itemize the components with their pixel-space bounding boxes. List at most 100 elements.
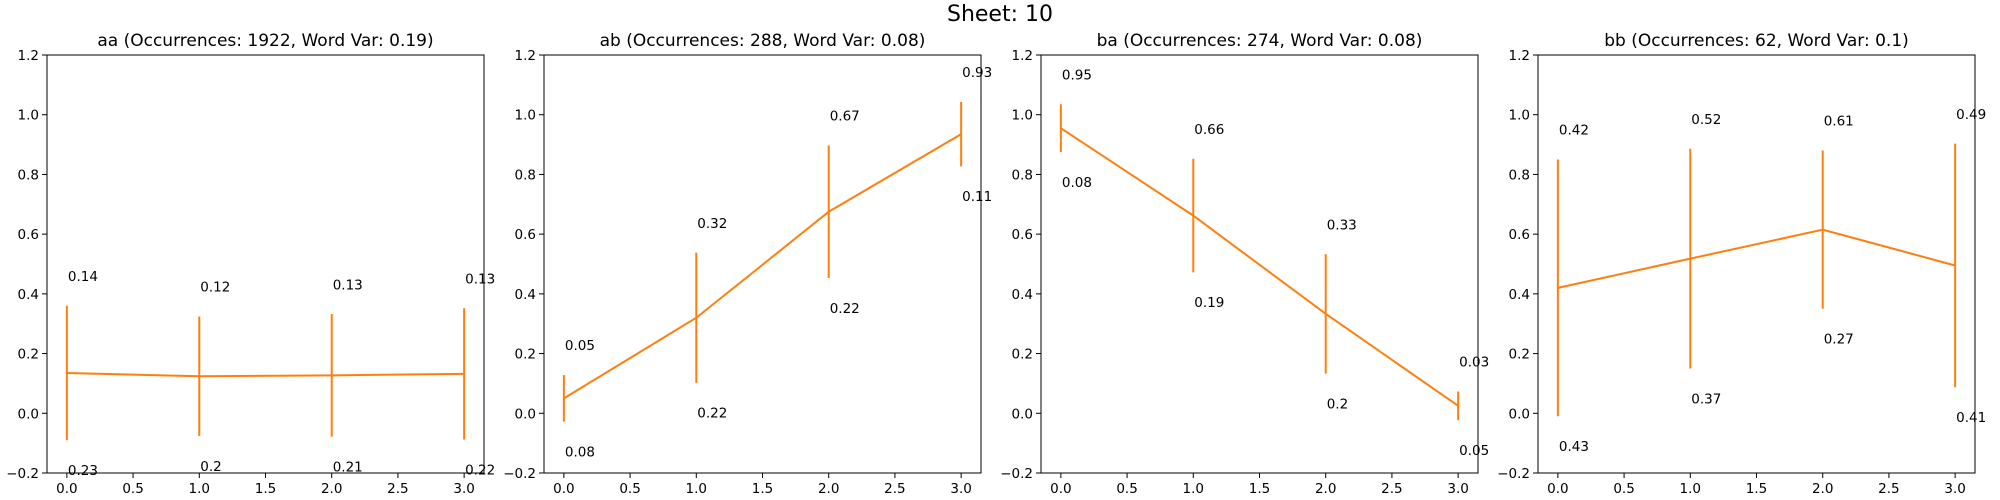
x-tick-label: 1.5 [255,481,276,497]
x-tick-label: 1.0 [1183,481,1204,497]
lower-value-label: 0.22 [830,301,860,317]
y-tick-label: −0.2 [1497,466,1530,482]
axes-frame [1040,54,1479,474]
upper-value-label: 0.33 [1327,217,1357,233]
x-tick-label: 3.0 [453,481,474,497]
lower-value-label: 0.27 [1824,332,1854,348]
axes-frame [46,54,485,474]
y-tick-label: 0.8 [1012,167,1033,183]
lower-value-label: 0.08 [565,445,595,461]
y-tick-label: 0.4 [1509,287,1530,303]
y-tick-label: 1.0 [1012,108,1033,124]
upper-value-label: 0.13 [465,271,495,287]
y-tick-label: −0.2 [503,466,536,482]
x-tick-label: 1.5 [1746,481,1767,497]
subplot-2: ab (Occurrences: 288, Word Var: 0.08) 0.0… [503,31,992,497]
lower-value-label: 0.2 [200,459,221,475]
x-tick-label: 0.0 [56,481,77,497]
upper-value-label: 0.13 [333,277,363,293]
y-tick-label: 0.2 [1012,347,1033,363]
y-tick-label: 1.2 [1509,48,1530,64]
y-tick-label: 0.8 [18,167,39,183]
y-tick-label: 0.4 [515,287,536,303]
lower-value-label: 0.22 [697,406,727,422]
y-tick-label: 0.8 [515,167,536,183]
series-line [563,133,962,400]
x-tick-label: 0.0 [1050,481,1071,497]
lower-value-label: 0.08 [1062,175,1092,191]
upper-value-label: 0.95 [1062,67,1092,83]
x-tick-label: 3.0 [1447,481,1468,497]
subplot-3: ba (Occurrences: 274, Word Var: 0.08) 0.0… [1000,31,1489,497]
x-tick-label: 0.0 [553,481,574,497]
y-tick-label: 0.4 [18,287,39,303]
lower-value-label: 0.41 [1956,410,1986,426]
lower-value-label: 0.19 [1194,295,1224,311]
lower-value-label: 0.23 [68,463,98,479]
axes-frame [1537,54,1976,474]
x-tick-label: 2.5 [1878,481,1899,497]
x-tick-label: 2.5 [1381,481,1402,497]
upper-value-label: 0.93 [962,65,992,81]
figure-suptitle: Sheet: 10 [947,2,1053,27]
lower-value-label: 0.37 [1691,391,1721,407]
y-tick-label: 0.6 [1509,227,1530,243]
upper-value-label: 0.61 [1824,114,1854,130]
x-tick-label: 1.5 [752,481,773,497]
x-tick-label: 3.0 [950,481,971,497]
y-tick-label: −0.2 [6,466,39,482]
x-tick-label: 0.5 [619,481,640,497]
x-tick-label: 0.5 [1613,481,1634,497]
upper-value-label: 0.14 [68,269,98,285]
y-tick-label: 0.2 [515,347,536,363]
subplot-title: ba (Occurrences: 274, Word Var: 0.08) [1097,31,1423,51]
y-tick-label: 1.2 [515,48,536,64]
x-tick-label: 1.0 [189,481,210,497]
lower-value-label: 0.21 [333,459,363,475]
y-tick-label: 0.4 [1012,287,1033,303]
y-tick-label: 1.0 [1509,108,1530,124]
upper-value-label: 0.03 [1459,355,1489,371]
x-tick-label: 2.5 [884,481,905,497]
subplot-panels: aa (Occurrences: 1922, Word Var: 0.19) 0.… [6,31,1986,497]
x-tick-label: 3.0 [1944,481,1965,497]
x-tick-label: 2.0 [1812,481,1833,497]
y-tick-label: 0.6 [18,227,39,243]
y-tick-label: 0.8 [1509,167,1530,183]
upper-value-label: 0.42 [1559,123,1589,139]
x-tick-label: 1.0 [686,481,707,497]
subplot-1: aa (Occurrences: 1922, Word Var: 0.19) 0.… [6,31,495,497]
lower-value-label: 0.43 [1559,439,1589,455]
lower-value-label: 0.11 [962,189,992,205]
y-tick-label: 1.0 [515,108,536,124]
axes-frame [543,54,982,474]
subplot-title: aa (Occurrences: 1922, Word Var: 0.19) [97,31,433,51]
x-tick-label: 0.5 [1116,481,1137,497]
x-tick-label: 2.0 [1315,481,1336,497]
x-tick-label: 2.5 [387,481,408,497]
upper-value-label: 0.67 [830,109,860,125]
upper-value-label: 0.49 [1956,107,1986,123]
lower-value-label: 0.05 [1459,443,1489,459]
lower-value-label: 0.2 [1327,396,1348,412]
y-tick-label: 0.0 [18,406,39,422]
y-tick-label: 0.2 [18,347,39,363]
series-line [1060,127,1459,407]
x-tick-label: 1.0 [1680,481,1701,497]
y-tick-label: 0.2 [1509,347,1530,363]
x-tick-label: 0.0 [1547,481,1568,497]
subplot-4: bb (Occurrences: 62, Word Var: 0.1) 0.0 0.… [1497,31,1986,497]
y-tick-label: 0.0 [1509,406,1530,422]
x-tick-label: 1.5 [1249,481,1270,497]
series-line [1557,228,1956,289]
subplot-title: bb (Occurrences: 62, Word Var: 0.1) [1604,31,1909,51]
y-tick-label: 0.0 [1012,406,1033,422]
subplot-title: ab (Occurrences: 288, Word Var: 0.08) [600,31,926,51]
y-tick-label: −0.2 [1000,466,1033,482]
x-tick-label: 2.0 [818,481,839,497]
upper-value-label: 0.12 [200,280,230,296]
y-tick-label: 1.2 [1012,48,1033,64]
y-tick-label: 0.6 [1012,227,1033,243]
upper-value-label: 0.05 [565,338,595,354]
